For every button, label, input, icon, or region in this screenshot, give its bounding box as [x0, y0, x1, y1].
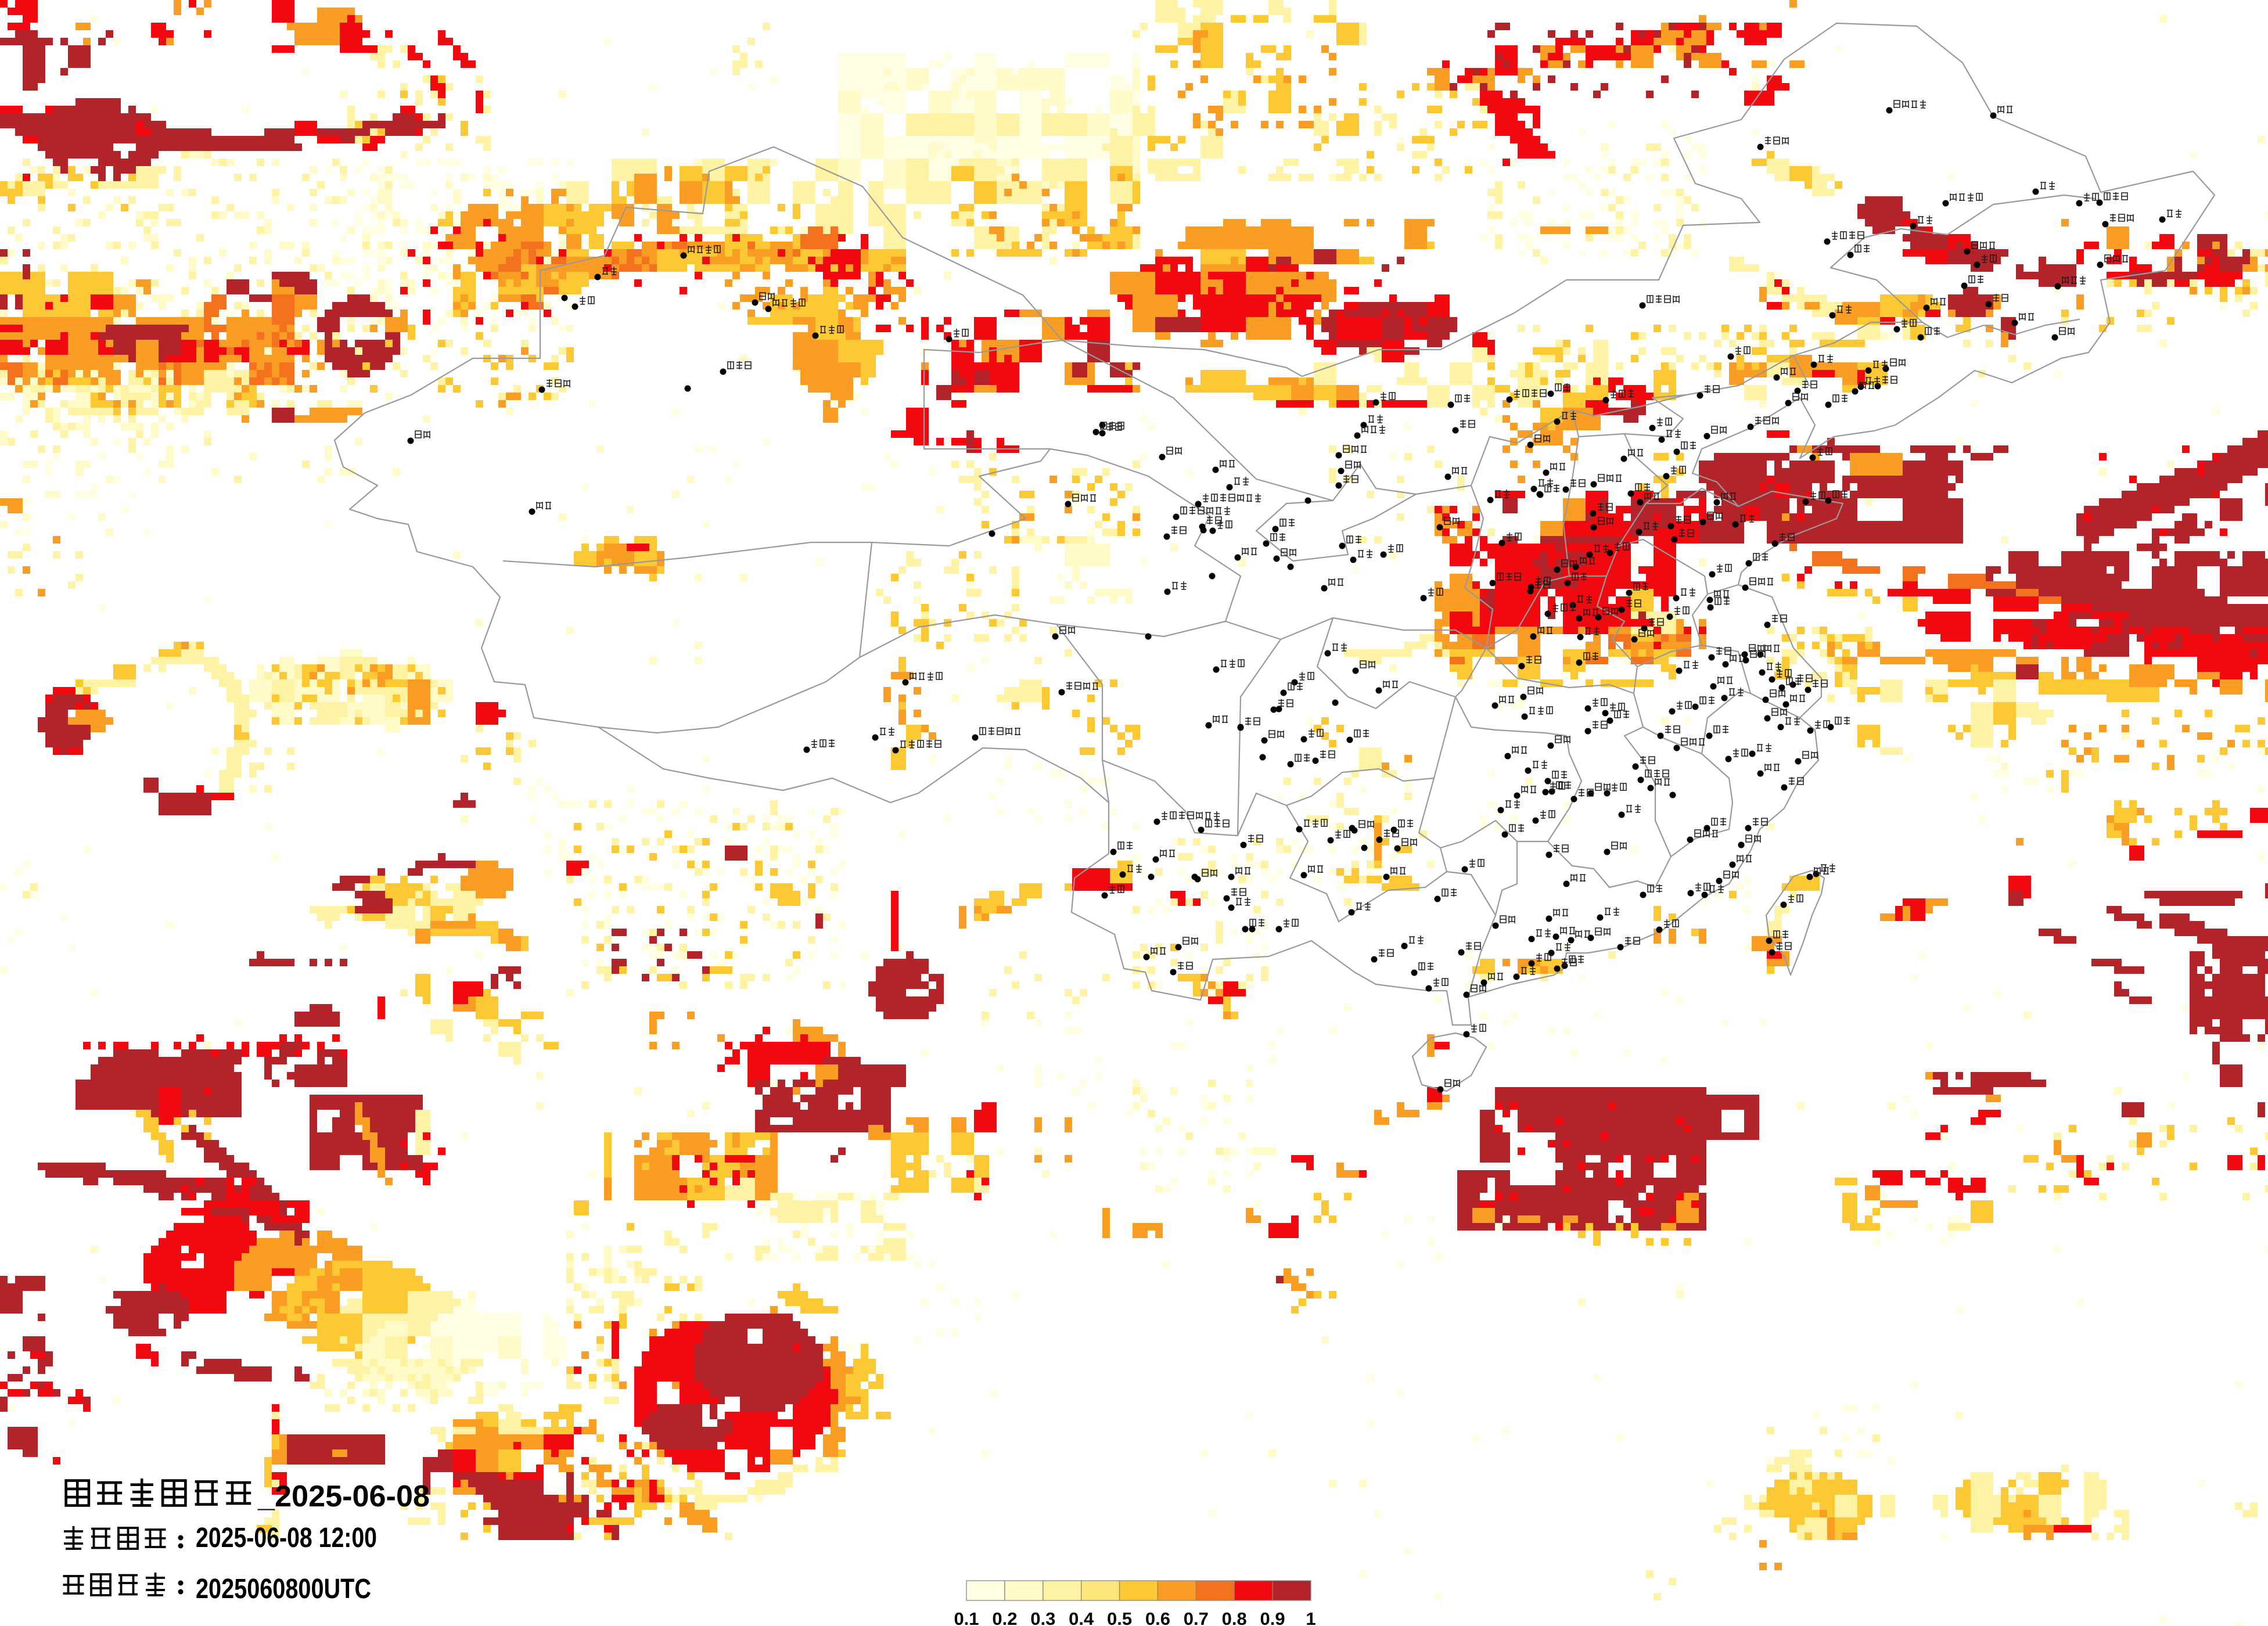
svg-text:0.8: 0.8 [1222, 1609, 1247, 1626]
svg-text:_2025-06-08: _2025-06-08 [257, 1480, 430, 1513]
svg-text:0.9: 0.9 [1260, 1609, 1285, 1626]
svg-text:2025-06-08 12:00: 2025-06-08 12:00 [196, 1523, 377, 1553]
svg-text:0.4: 0.4 [1069, 1609, 1094, 1626]
svg-text:0.7: 0.7 [1184, 1609, 1209, 1626]
svg-text:0.6: 0.6 [1145, 1609, 1170, 1626]
svg-text:2025060800UTC: 2025060800UTC [196, 1574, 371, 1605]
svg-text:0.2: 0.2 [992, 1609, 1017, 1626]
svg-text:0.5: 0.5 [1107, 1609, 1132, 1626]
svg-text:0.3: 0.3 [1030, 1609, 1055, 1626]
svg-text:0.1: 0.1 [954, 1609, 979, 1626]
svg-text:1: 1 [1306, 1609, 1315, 1626]
